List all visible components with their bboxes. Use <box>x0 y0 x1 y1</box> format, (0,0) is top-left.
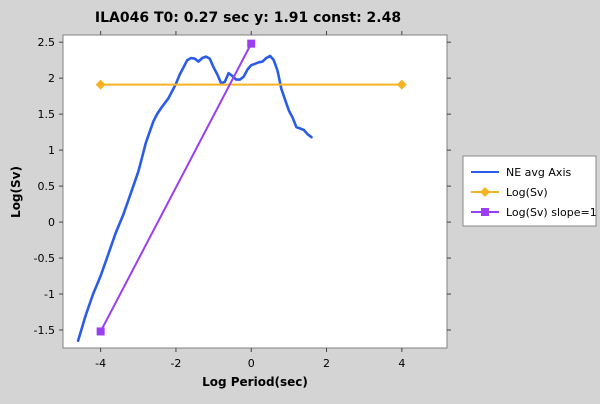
y-tick-label: 2 <box>48 72 55 85</box>
data-point-square <box>247 39 256 48</box>
legend-marker-square <box>481 208 489 216</box>
y-tick-label: 0.5 <box>38 180 56 193</box>
x-tick-label: -2 <box>170 357 181 370</box>
x-tick-label: 0 <box>248 357 255 370</box>
x-tick-label: 4 <box>398 357 405 370</box>
legend: NE avg Axis Log(Sv) Log(Sv) slope=1 <box>462 155 597 227</box>
legend-marker-diamond <box>480 187 490 197</box>
data-point-square <box>96 327 105 336</box>
y-tick-label: 1.5 <box>38 108 56 121</box>
series-line <box>99 42 253 333</box>
legend-label: NE avg Axis <box>506 166 571 179</box>
plot-area <box>62 34 448 349</box>
y-tick-label: 1 <box>48 144 55 157</box>
data-point-diamond <box>95 79 106 90</box>
series-line <box>76 54 313 343</box>
data-point-diamond <box>396 79 407 90</box>
y-tick-label: -0.5 <box>34 252 55 265</box>
y-tick-label: 2.5 <box>38 36 56 49</box>
legend-label: Log(Sv) <box>506 186 548 199</box>
x-axis: -4 -2 0 2 4 <box>95 31 405 370</box>
y-tick-label: -1 <box>44 288 55 301</box>
y-tick-label: -1.5 <box>34 324 55 337</box>
x-tick-label: -4 <box>95 357 106 370</box>
series-layer <box>76 39 407 343</box>
y-tick-label: 0 <box>48 216 55 229</box>
y-axis: -1.5 -1 -0.5 0 0.5 1 1.5 2 2.5 <box>34 36 451 337</box>
x-tick-label: 2 <box>323 357 330 370</box>
y-axis-label: Log(Sv) <box>9 166 23 218</box>
chart-title: ILA046 T0: 0.27 sec y: 1.91 const: 2.48 <box>95 10 401 26</box>
x-axis-label: Log Period(sec) <box>202 375 308 389</box>
legend-label: Log(Sv) slope=1 <box>506 206 597 219</box>
